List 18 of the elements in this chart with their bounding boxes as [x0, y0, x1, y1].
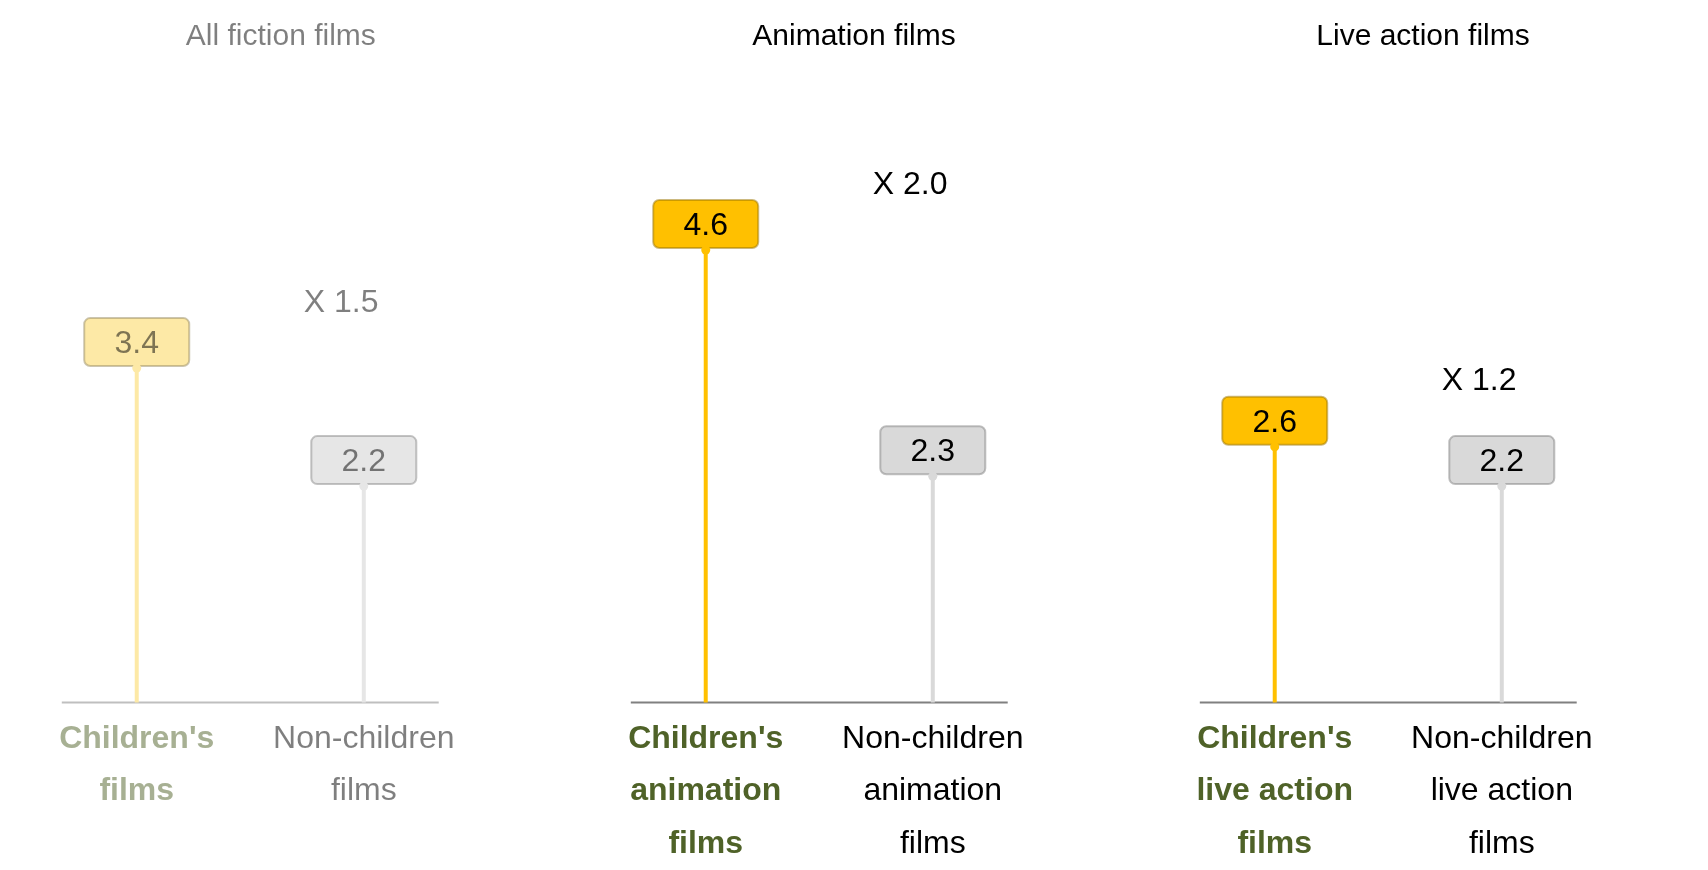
data-label: 2.3	[910, 432, 956, 469]
data-label: 2.2	[1479, 442, 1525, 479]
data-label: 4.6	[683, 206, 728, 243]
chart-title: All fiction films	[185, 17, 376, 51]
x-tick-label: Non-children live action films	[1411, 719, 1593, 860]
chart-title: Animation films	[752, 17, 956, 51]
x-tick-label: Children's live action films	[1196, 719, 1353, 860]
x-tick-label: Non-children films	[273, 719, 455, 808]
text: X 1.5	[303, 282, 379, 319]
data-label: 3.4	[114, 324, 159, 361]
x-tick-label: Children's films	[59, 719, 215, 808]
text: X 1.2	[1441, 361, 1517, 398]
data-label: 2.6	[1252, 402, 1297, 439]
x-tick-label: Children's animation films	[628, 719, 784, 860]
data-label: 2.2	[341, 442, 387, 479]
x-tick-label: Non-children animation films	[842, 719, 1024, 860]
chart-title: Live action films	[1316, 17, 1530, 51]
text: X 2.0	[872, 164, 948, 201]
